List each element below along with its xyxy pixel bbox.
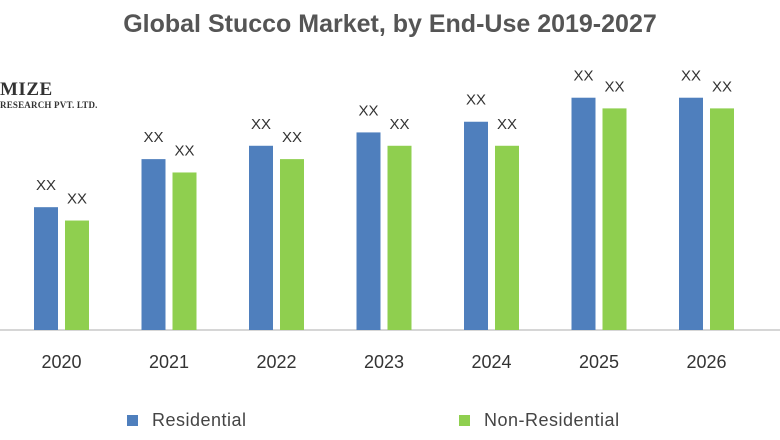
legend-item-residential: Residential [127, 410, 247, 431]
watermark-line1: MIZE [0, 79, 53, 100]
data-label-non-residential-2021: XX [174, 142, 194, 159]
data-label-non-residential-2022: XX [282, 129, 302, 146]
bar-residential-2026 [679, 97, 703, 331]
bar-non-residential-2026 [710, 108, 734, 330]
bar-residential-2022 [249, 145, 273, 330]
company-watermark: MIZE RESEARCH PVT. LTD. [0, 80, 98, 111]
data-label-non-residential-2023: XX [389, 116, 409, 133]
watermark-line2: RESEARCH PVT. LTD. [0, 100, 98, 110]
data-label-residential-2026: XX [681, 68, 701, 85]
legend-label-non-residential: Non-Residential [484, 410, 620, 430]
data-label-residential-2022: XX [251, 116, 271, 133]
chart-legend: Residential Non-Residential [0, 410, 780, 436]
data-label-residential-2024: XX [466, 92, 486, 109]
bar-residential-2025 [571, 97, 596, 331]
bar-non-residential-2022 [280, 159, 304, 330]
bar-non-residential-2023 [387, 145, 412, 330]
bar-residential-2021 [141, 159, 166, 330]
x-tick-label-2026: 2026 [686, 352, 726, 372]
data-label-residential-2023: XX [358, 102, 378, 119]
bar-non-residential-2021 [172, 172, 197, 330]
x-tick-label-2022: 2022 [256, 352, 296, 372]
bar-non-residential-2024 [495, 145, 519, 330]
x-tick-label-2025: 2025 [579, 352, 619, 372]
x-tick-label-2023: 2023 [364, 352, 404, 372]
data-label-non-residential-2024: XX [497, 116, 517, 133]
data-label-non-residential-2020: XX [67, 191, 87, 208]
data-label-non-residential-2025: XX [604, 78, 624, 95]
bar-residential-2024 [464, 121, 488, 331]
legend-swatch-non-residential [459, 415, 470, 426]
data-label-residential-2021: XX [143, 129, 163, 146]
x-tick-label-2024: 2024 [471, 352, 511, 372]
bar-non-residential-2025 [602, 108, 627, 330]
data-label-residential-2020: XX [36, 177, 56, 194]
legend-item-non-residential: Non-Residential [459, 410, 620, 431]
legend-label-residential: Residential [152, 410, 247, 430]
x-tick-label-2020: 2020 [41, 352, 81, 372]
data-label-residential-2025: XX [573, 68, 593, 85]
bar-residential-2020 [34, 207, 58, 330]
data-label-non-residential-2026: XX [712, 78, 732, 95]
legend-swatch-residential [127, 415, 138, 426]
bar-non-residential-2020 [65, 220, 89, 330]
bar-residential-2023 [356, 132, 381, 330]
chart-title: Global Stucco Market, by End-Use 2019-20… [123, 10, 657, 38]
x-tick-label-2021: 2021 [149, 352, 189, 372]
